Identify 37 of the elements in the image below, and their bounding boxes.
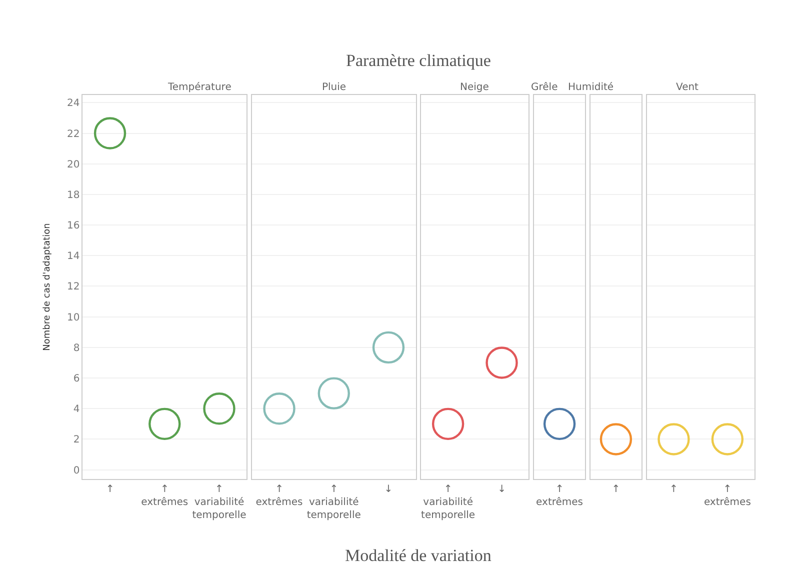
x-tick-label: ↓ [384,484,393,495]
chart-title: Grêle [531,82,558,93]
y-tick-label: 4 [73,404,80,416]
x-tick-label: ↑ extrêmes [536,484,584,508]
y-tick-label: 18 [66,190,80,201]
x-tick-label: ↑ extrêmes [141,484,188,508]
chart-title: Température [167,82,232,93]
y-tick-label: 20 [66,159,80,170]
y-tick-label: 12 [66,282,80,293]
x-tick-label: ↑ [670,484,678,495]
y-tick-label: 2 [73,434,80,446]
x-tick-label: ↑ extrêmes [704,484,751,508]
text: Paramètre climatique [346,51,491,70]
chart-title: Vent [676,82,699,93]
y-tick-label: 24 [66,98,80,110]
point [94,117,126,150]
y-tick-label: 14 [66,251,80,262]
y-tick-label: 8 [73,342,80,354]
point [203,392,236,425]
text: Modalité de variation [345,546,492,565]
x-tick-label: ↑ variabilité temporelle [306,484,361,521]
x-tick-label: ↓ [498,484,506,495]
x-tick-label: ↑ [612,484,620,495]
point [148,408,181,440]
chart-title: Neige [460,82,489,93]
y-tick-label: 16 [66,220,80,232]
y-axis-title: Nombre de cas d'adaptation [42,223,52,351]
chart-title: Humidité [568,82,614,93]
x-tick-label: ↑ variabilité temporelle [192,484,246,521]
y-tick-label: 0 [73,465,80,476]
y-tick-label: 22 [66,128,80,140]
x-tick-label: ↑ variabilité temporelle [421,484,476,521]
chart-title: Pluie [322,82,346,93]
y-tick-label: 6 [73,374,80,385]
x-tick-label: ↑ extrêmes [256,484,303,508]
y-tick-label: 10 [66,312,80,324]
x-tick-label: ↑ [106,484,114,495]
